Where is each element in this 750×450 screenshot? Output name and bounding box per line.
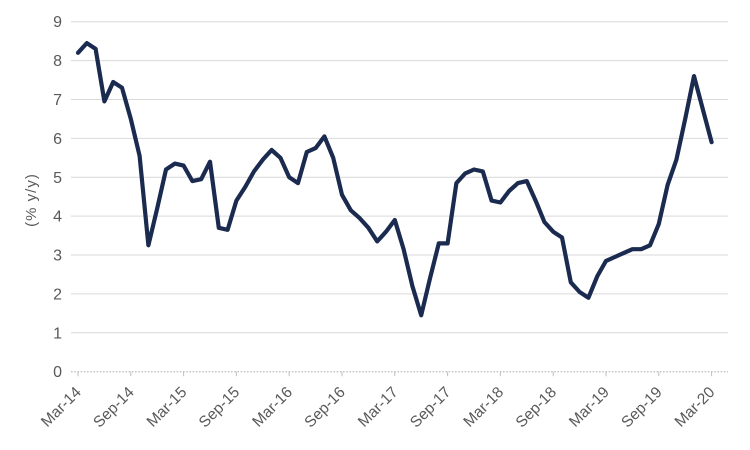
y-axis-tick-label: 7 — [53, 92, 62, 109]
y-axis-tick-label: 4 — [53, 209, 62, 226]
y-axis-tick-label: 3 — [53, 248, 62, 265]
y-axis-tick-label: 1 — [53, 325, 62, 342]
y-axis-tick-label: 0 — [53, 364, 62, 381]
y-axis-title: (% y/y) — [23, 173, 40, 227]
y-axis-tick-label: 2 — [53, 286, 62, 303]
data-series-line — [75, 40, 714, 318]
y-axis-tick-label: 9 — [53, 14, 62, 31]
y-axis-tick-label: 6 — [53, 131, 62, 148]
y-axis-tick-label: 8 — [53, 53, 62, 70]
y-axis-tick-label: 5 — [53, 170, 62, 187]
